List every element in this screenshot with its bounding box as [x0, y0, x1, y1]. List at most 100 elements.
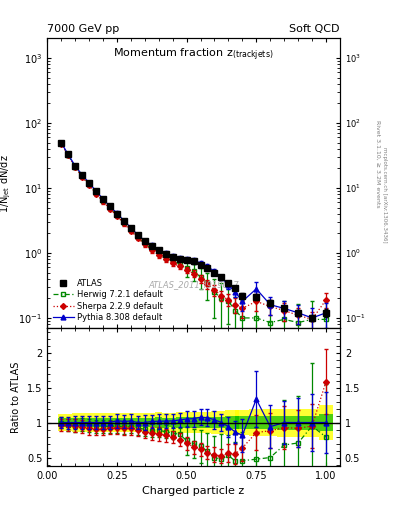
Sherpa 2.2.9 default — [86, 182, 91, 188]
ATLAS — [94, 188, 98, 194]
Herwig 7.2.1 default — [94, 189, 98, 196]
Bar — [79, 418, 86, 428]
Herwig 7.2.1 default — [142, 240, 147, 246]
Bar — [64, 418, 72, 427]
Bar — [232, 416, 239, 429]
Herwig 7.2.1 default — [254, 315, 259, 321]
Bar — [249, 409, 263, 436]
Herwig 7.2.1 default — [101, 198, 105, 204]
Herwig 7.2.1 default — [184, 265, 189, 271]
Pythia 8.308 default — [136, 232, 140, 238]
ATLAS — [170, 253, 175, 260]
Pythia 8.308 default — [149, 242, 154, 248]
Sherpa 2.2.9 default — [177, 263, 182, 269]
Pythia 8.308 default — [121, 218, 126, 224]
Sherpa 2.2.9 default — [114, 213, 119, 219]
Sherpa 2.2.9 default — [268, 304, 273, 310]
Bar — [141, 418, 148, 428]
Sherpa 2.2.9 default — [94, 190, 98, 197]
Bar — [162, 413, 169, 433]
Y-axis label: Ratio to ATLAS: Ratio to ATLAS — [11, 361, 21, 433]
Pythia 8.308 default — [170, 253, 175, 259]
ATLAS — [226, 281, 231, 287]
Bar — [107, 418, 114, 427]
Pythia 8.308 default — [219, 274, 224, 281]
Bar — [291, 416, 305, 430]
Sherpa 2.2.9 default — [136, 235, 140, 241]
Pythia 8.308 default — [212, 268, 217, 274]
Sherpa 2.2.9 default — [101, 198, 105, 204]
Pythia 8.308 default — [233, 289, 238, 295]
X-axis label: Charged particle z: Charged particle z — [142, 486, 245, 496]
Herwig 7.2.1 default — [268, 319, 273, 326]
Pythia 8.308 default — [73, 163, 77, 169]
Bar — [127, 413, 134, 432]
Pythia 8.308 default — [226, 282, 231, 288]
Herwig 7.2.1 default — [129, 227, 133, 233]
Pythia 8.308 default — [86, 180, 91, 186]
Bar — [204, 417, 211, 428]
Bar — [225, 416, 232, 429]
Pythia 8.308 default — [114, 210, 119, 216]
Sherpa 2.2.9 default — [191, 271, 196, 277]
Bar — [232, 411, 239, 435]
Text: Momentum fraction z$_\mathregular{(track jets)}$: Momentum fraction z$_\mathregular{(track… — [113, 47, 274, 63]
Pythia 8.308 default — [205, 263, 210, 269]
Legend: ATLAS, Herwig 7.2.1 default, Sherpa 2.2.9 default, Pythia 8.308 default: ATLAS, Herwig 7.2.1 default, Sherpa 2.2.… — [51, 277, 165, 324]
Pythia 8.308 default — [268, 302, 273, 308]
Pythia 8.308 default — [191, 257, 196, 263]
Sherpa 2.2.9 default — [198, 276, 203, 282]
Bar — [134, 413, 141, 432]
Herwig 7.2.1 default — [310, 316, 314, 323]
Sherpa 2.2.9 default — [324, 297, 329, 303]
Herwig 7.2.1 default — [240, 315, 245, 321]
Text: Soft QCD: Soft QCD — [290, 24, 340, 34]
Sherpa 2.2.9 default — [184, 267, 189, 273]
Pythia 8.308 default — [324, 310, 329, 316]
ATLAS — [177, 255, 182, 262]
ATLAS — [80, 172, 84, 178]
Sherpa 2.2.9 default — [226, 297, 231, 303]
Sherpa 2.2.9 default — [156, 252, 161, 259]
Y-axis label: 1/N$_{\mathrm{jet}}$ dN/dz: 1/N$_{\mathrm{jet}}$ dN/dz — [0, 154, 13, 212]
Herwig 7.2.1 default — [121, 220, 126, 226]
Pythia 8.308 default — [240, 298, 245, 305]
Pythia 8.308 default — [80, 172, 84, 178]
Bar — [249, 416, 263, 429]
Bar — [141, 413, 148, 433]
Bar — [305, 416, 319, 430]
Sherpa 2.2.9 default — [108, 206, 112, 212]
Herwig 7.2.1 default — [226, 298, 231, 305]
Bar — [155, 417, 162, 428]
Bar — [92, 418, 99, 427]
Bar — [277, 416, 291, 430]
Herwig 7.2.1 default — [156, 250, 161, 257]
Line: Sherpa 2.2.9 default: Sherpa 2.2.9 default — [59, 142, 328, 322]
Sherpa 2.2.9 default — [163, 256, 168, 262]
Bar — [169, 418, 176, 428]
Bar — [155, 412, 162, 433]
Pythia 8.308 default — [296, 310, 301, 316]
ATLAS — [184, 257, 189, 263]
ATLAS — [114, 211, 119, 217]
Text: mcplots.cern.ch [arXiv:1306.3436]: mcplots.cern.ch [arXiv:1306.3436] — [382, 147, 387, 242]
Herwig 7.2.1 default — [191, 268, 196, 274]
Line: Herwig 7.2.1 default: Herwig 7.2.1 default — [59, 140, 329, 325]
Bar — [127, 418, 134, 427]
Text: ATLAS_2011_I919017: ATLAS_2011_I919017 — [148, 280, 239, 289]
Bar — [235, 410, 249, 435]
Sherpa 2.2.9 default — [121, 220, 126, 226]
Herwig 7.2.1 default — [73, 164, 77, 170]
ATLAS — [198, 262, 203, 268]
Pythia 8.308 default — [282, 305, 286, 311]
Bar — [197, 412, 204, 433]
Pythia 8.308 default — [163, 250, 168, 256]
ATLAS — [129, 225, 133, 231]
Herwig 7.2.1 default — [170, 258, 175, 264]
Bar — [169, 413, 176, 432]
ATLAS — [142, 238, 147, 244]
Bar — [190, 417, 197, 428]
ATLAS — [108, 203, 112, 209]
Pythia 8.308 default — [177, 254, 182, 261]
Sherpa 2.2.9 default — [129, 228, 133, 234]
